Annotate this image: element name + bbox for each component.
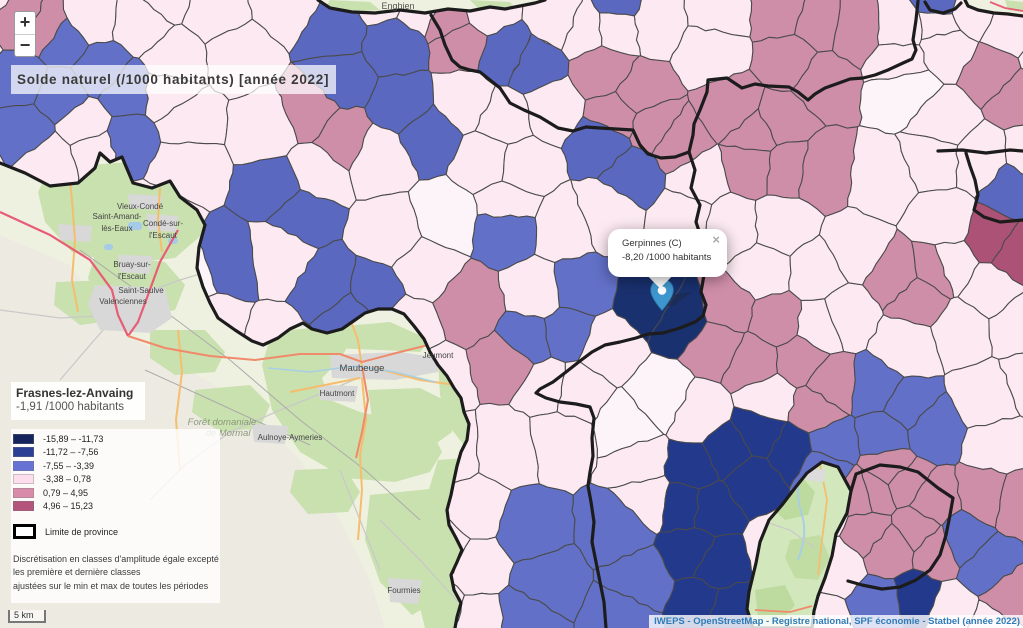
svg-text:Fourmies: Fourmies	[387, 586, 420, 595]
svg-text:de Mormal: de Mormal	[206, 428, 252, 439]
svg-text:Enghien: Enghien	[381, 1, 414, 11]
svg-text:Saint-Saulve: Saint-Saulve	[118, 286, 164, 295]
svg-text:Hautmont: Hautmont	[320, 389, 355, 398]
svg-text:Bruay-sur-: Bruay-sur-	[113, 260, 151, 269]
svg-text:Condé-sur-: Condé-sur-	[143, 219, 183, 228]
svg-text:Vieux-Condé: Vieux-Condé	[117, 202, 164, 211]
svg-text:lès-Eaux: lès-Eaux	[101, 224, 132, 233]
svg-text:Aulnoye-Aymeries: Aulnoye-Aymeries	[258, 433, 323, 442]
svg-text:Forêt domaniale: Forêt domaniale	[188, 417, 257, 428]
svg-text:l'Escaut: l'Escaut	[149, 231, 178, 240]
svg-text:Jeumont: Jeumont	[423, 351, 454, 360]
svg-text:Maubeuge: Maubeuge	[340, 363, 385, 374]
svg-text:Saint-Amand-: Saint-Amand-	[93, 212, 142, 221]
svg-text:l'Escaut: l'Escaut	[118, 272, 147, 281]
svg-text:Valenciennes: Valenciennes	[99, 297, 146, 306]
